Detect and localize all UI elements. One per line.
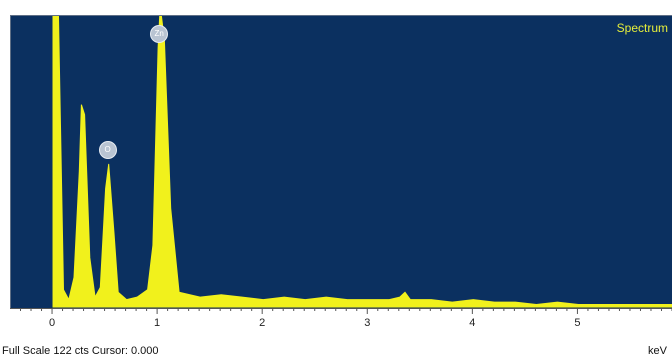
spectrum-title: Spectrum 1 — [616, 21, 672, 35]
x-tick-label: 3 — [364, 317, 371, 329]
o-peak-marker[interactable]: O — [98, 140, 117, 159]
energy-axis: 0 1 2 3 4 5 — [10, 308, 672, 342]
spectrum-trace — [52, 16, 672, 308]
x-tick-label: 0 — [48, 317, 56, 329]
spectrum-plot-area[interactable]: Spectrum 1 Zn O — [10, 15, 672, 308]
full-scale-cursor-readout: Full Scale 122 cts Cursor: 0.000 — [2, 345, 159, 357]
spectrum-chart — [52, 16, 672, 308]
x-tick-label: 4 — [469, 317, 476, 329]
x-tick-label: 1 — [154, 317, 161, 329]
zn-peak-marker[interactable]: Zn — [150, 24, 169, 43]
x-axis-unit-label: keV — [648, 345, 667, 357]
x-tick-label: 2 — [259, 317, 266, 329]
energy-axis-ticks — [10, 308, 672, 314]
x-tick-label: 5 — [574, 317, 581, 329]
